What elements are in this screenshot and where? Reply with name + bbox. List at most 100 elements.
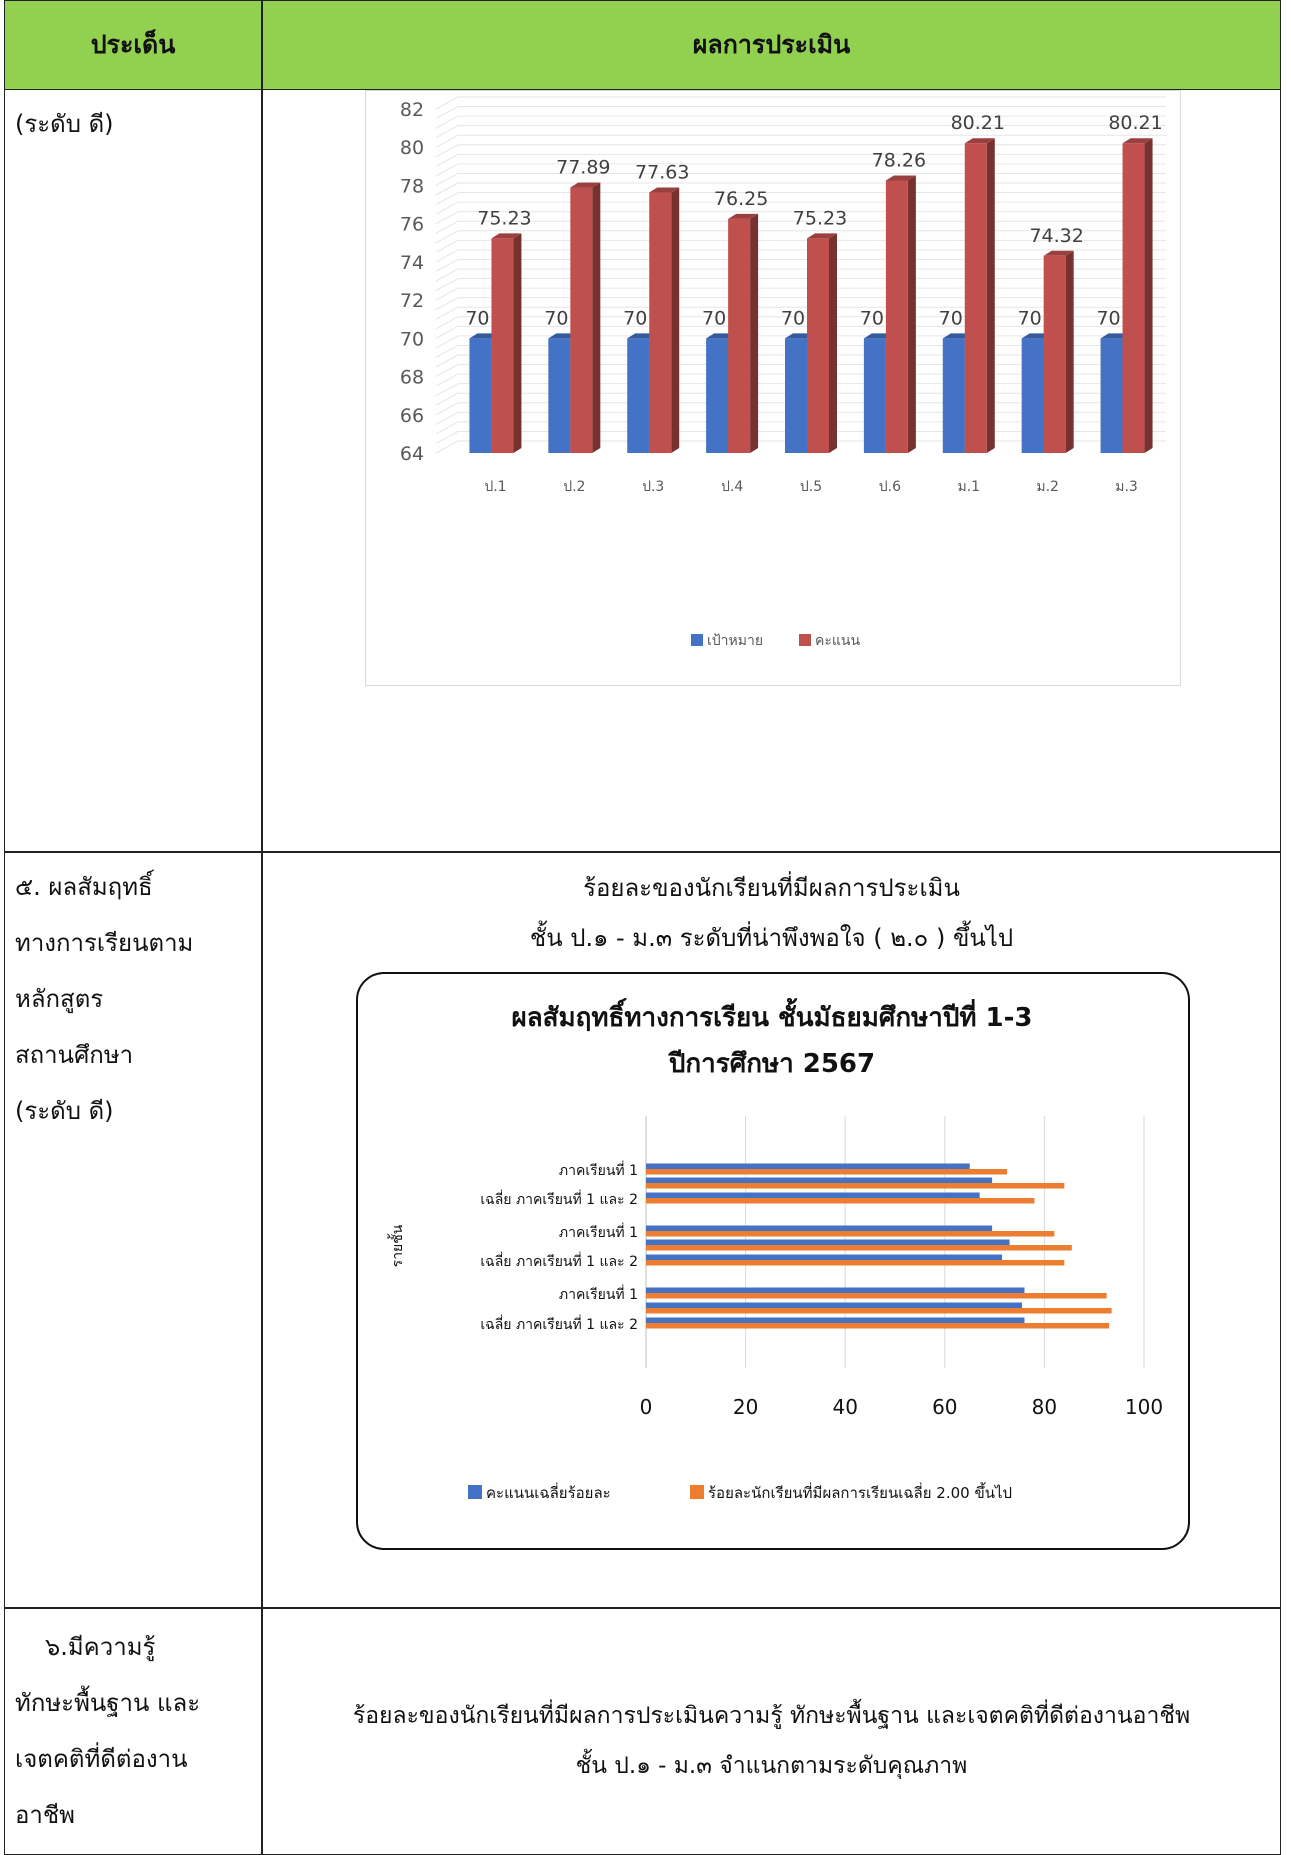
data-label: 77.89 [556, 157, 610, 179]
row2-caption-line: ร้อยละของนักเรียนที่มีผลการประเมิน [583, 874, 960, 902]
gridline-depth [435, 230, 459, 244]
gridline-depth [435, 411, 459, 425]
bar [646, 1163, 970, 1169]
x-tick-label: 40 [832, 1395, 857, 1419]
gridline-depth [435, 278, 459, 291]
bar [807, 238, 829, 453]
chart-title: ปีการศึกษา 2567 [668, 1049, 875, 1079]
data-label: 75.23 [793, 207, 847, 229]
bar [1043, 255, 1066, 453]
gridline-depth [435, 383, 459, 397]
x-tick-label: 80 [1032, 1395, 1057, 1419]
data-label: 76.25 [714, 188, 768, 210]
gridline-depth [435, 144, 459, 158]
legend-label: คะแนน [815, 633, 860, 649]
achievement-chart: ผลสัมฤทธิ์ทางการเรียน ชั้นมัธยมศึกษาปีที… [356, 972, 1190, 1550]
data-label: 70 [465, 307, 489, 329]
bar [646, 1231, 1055, 1237]
legend-label: ร้อยละนักเรียนที่มีผลการเรียนเฉลี่ย 2.00… [708, 1482, 1012, 1502]
bar [646, 1317, 1025, 1323]
data-label: 77.63 [635, 162, 689, 184]
row3-topic-line: เจตคติที่ดีต่องาน [15, 1745, 188, 1773]
y-tick-label: ภาคเรียนที่ 1 [559, 1223, 638, 1241]
y-tick-label: 78 [400, 175, 424, 197]
data-label: 70 [1018, 307, 1042, 329]
bar [469, 338, 492, 453]
bar-side [907, 175, 916, 453]
bar [942, 338, 965, 453]
row-divider-1 [5, 851, 1280, 853]
bar [646, 1169, 1008, 1175]
bar [646, 1260, 1065, 1266]
gridline-depth [435, 421, 459, 435]
bar-side [750, 213, 759, 453]
gridline-depth [435, 402, 459, 416]
row3-caption-line: ร้อยละของนักเรียนที่มีผลการประเมินความรู… [352, 1703, 1191, 1729]
row3-caption: ร้อยละของนักเรียนที่มีผลการประเมินความรู… [263, 1691, 1280, 1791]
bar-side [1144, 138, 1153, 453]
bar [646, 1239, 1010, 1245]
bar-top [885, 175, 916, 181]
y-tick-label: 82 [400, 99, 424, 121]
row3-topic: ๖.มีความรู้ ทักษะพื้นฐาน และ เจตคติที่ดี… [15, 1619, 251, 1843]
header-topic: ประเด็น [90, 30, 176, 59]
data-label: 80.21 [951, 112, 1005, 134]
bar-top [570, 182, 601, 188]
chart-title: ผลสัมฤทธิ์ทางการเรียน ชั้นมัธยมศึกษาปีที… [511, 997, 1032, 1033]
row2-topic-line: หลักสูตร [15, 985, 104, 1013]
bar [646, 1177, 993, 1183]
bar-side [1065, 250, 1074, 453]
bar [646, 1323, 1110, 1329]
row2-caption-line: ชั้น ป.๑ - ม.๓ ระดับที่น่าพึงพอใจ ( ๒.๐ … [529, 924, 1014, 952]
data-label: 70 [702, 307, 726, 329]
x-tick-label: ม.2 [1036, 479, 1059, 495]
bar [646, 1198, 1035, 1204]
bar-top [1043, 250, 1074, 256]
y-tick-label: เฉลี่ย ภาคเรียนที่ 1 และ 2 [480, 1315, 638, 1333]
bar-top [964, 138, 995, 144]
bar [1100, 338, 1123, 453]
x-tick-label: ป.1 [484, 479, 506, 495]
legend-swatch [690, 1485, 704, 1499]
row2-caption: ร้อยละของนักเรียนที่มีผลการประเมิน ชั้น … [263, 863, 1280, 963]
y-tick-label: 70 [400, 328, 424, 350]
bar [646, 1254, 1003, 1260]
row3-topic-line: อาชีพ [15, 1801, 75, 1829]
bar [785, 338, 807, 453]
gridline-depth [435, 201, 459, 215]
y-tick-label: 80 [400, 137, 424, 159]
row2-topic: ๕. ผลสัมฤทธิ์ ทางการเรียนตาม หลักสูตร สถ… [15, 859, 251, 1139]
bar [646, 1308, 1112, 1314]
bar-side [671, 187, 680, 453]
bar-side [513, 233, 522, 453]
data-label: 70 [860, 307, 884, 329]
x-tick-label: ป.5 [800, 479, 822, 495]
gridline-depth [435, 354, 459, 368]
y-tick-label: 72 [400, 290, 424, 312]
gridline-depth [435, 287, 459, 301]
data-label: 70 [939, 307, 963, 329]
bar [646, 1302, 1022, 1308]
legend-label: เป้าหมาย [707, 633, 763, 649]
bar [1021, 338, 1044, 453]
y-tick-label: ภาคเรียนที่ 1 [559, 1161, 638, 1179]
y-tick-label: เฉลี่ย ภาคเรียนที่ 1 และ 2 [480, 1252, 638, 1270]
x-tick-label: ม.1 [957, 479, 980, 495]
row2-topic-line: (ระดับ ดี) [15, 1097, 114, 1125]
y-tick-label: ภาคเรียนที่ 1 [559, 1285, 638, 1303]
gridline-depth [435, 259, 459, 272]
gridline-depth [435, 173, 459, 186]
bar-top [807, 233, 837, 239]
bar [728, 218, 751, 453]
x-tick-label: ม.3 [1115, 479, 1138, 495]
x-tick-label: ป.4 [721, 479, 743, 495]
row1-topic: (ระดับ ดี) [15, 96, 251, 152]
y-tick-label: 76 [400, 214, 424, 236]
bar [964, 143, 987, 453]
y-axis-label: รายชั้น [387, 1224, 406, 1267]
gridline-depth [435, 335, 459, 349]
gridline-depth [435, 345, 459, 358]
row3-topic-line: ทักษะพื้นฐาน และ [15, 1689, 201, 1717]
data-label: 74.32 [1029, 225, 1083, 247]
x-tick-label: 60 [932, 1395, 957, 1419]
